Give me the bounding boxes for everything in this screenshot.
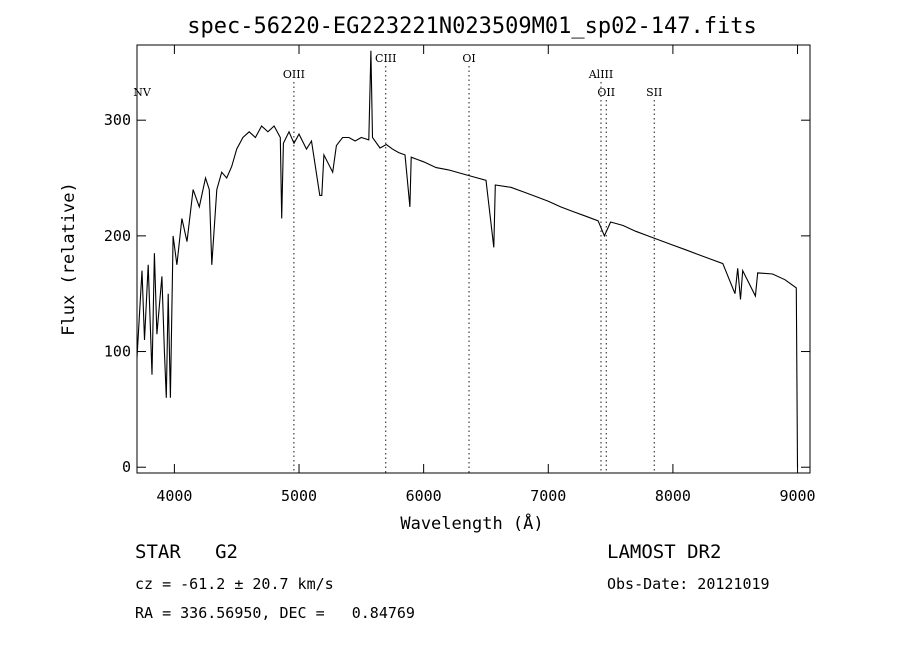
y-tick-label: 100 bbox=[104, 343, 131, 361]
x-tick-label: 4000 bbox=[156, 487, 192, 505]
coordinates-readout: RA = 336.56950, DEC = 0.84769 bbox=[135, 604, 415, 622]
y-tick-label: 0 bbox=[122, 458, 131, 476]
line-marker-label: OI bbox=[462, 52, 475, 65]
x-axis-label: Wavelength (Å) bbox=[400, 512, 543, 534]
x-tick-label: 7000 bbox=[530, 487, 566, 505]
line-marker-label: OII bbox=[597, 86, 615, 99]
line-marker-label: CIII bbox=[375, 52, 396, 65]
line-marker-label: NV bbox=[133, 86, 152, 99]
x-tick-label: 9000 bbox=[779, 487, 815, 505]
line-marker-label: OIII bbox=[283, 68, 305, 81]
spectral-line-marks: NV OIII CIII OI AlIII OII SII bbox=[133, 52, 662, 473]
survey-name: LAMOST DR2 bbox=[607, 541, 722, 563]
object-class: STAR G2 bbox=[135, 541, 238, 563]
observation-date: Obs-Date: 20121019 bbox=[607, 575, 770, 593]
y-axis-label: Flux (relative) bbox=[59, 182, 79, 336]
x-tick-label: 5000 bbox=[281, 487, 317, 505]
spectrum-line bbox=[136, 50, 799, 468]
x-tick-label: 6000 bbox=[406, 487, 442, 505]
x-axis-ticks: 4000 5000 6000 7000 8000 9000 bbox=[156, 45, 816, 505]
y-axis-ticks: 0 100 200 300 bbox=[104, 111, 810, 476]
chart-title: spec-56220-EG223221N023509M01_sp02-147.f… bbox=[187, 14, 757, 39]
y-tick-label: 200 bbox=[104, 227, 131, 245]
redshift-readout: cz = -61.2 ± 20.7 km/s bbox=[135, 575, 334, 593]
line-marker-label: AlIII bbox=[588, 68, 614, 81]
x-tick-label: 8000 bbox=[655, 487, 691, 505]
line-marker-label: SII bbox=[646, 86, 662, 99]
y-tick-label: 300 bbox=[104, 111, 131, 129]
plot-frame bbox=[136, 44, 811, 474]
